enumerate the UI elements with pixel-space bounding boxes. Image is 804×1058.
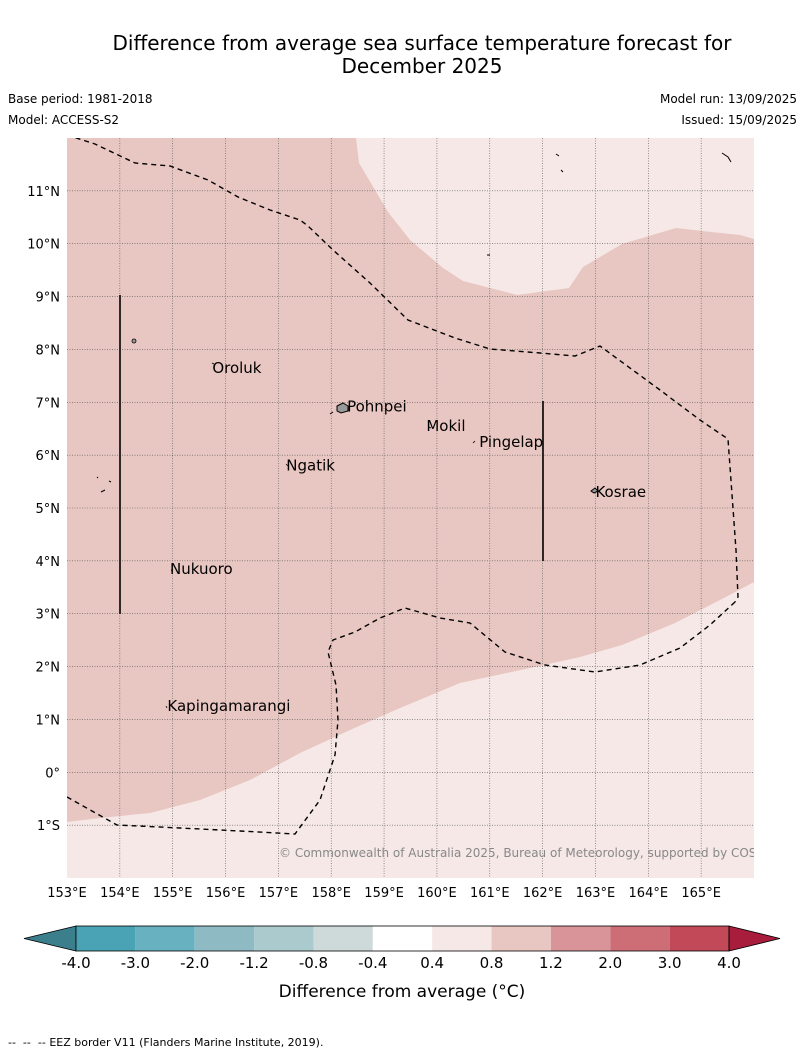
- map-area: Oroluk Pohnpei Mokil Pingelap Ngatik Kosrae Nu…: [67, 138, 784, 878]
- islands: [96, 152, 732, 709]
- lat-tick-label: 4°N: [36, 555, 61, 570]
- place-label: Ngatik: [286, 457, 335, 475]
- lon-tick-label: 159°E: [364, 886, 404, 901]
- lat-tick-label: 8°N: [36, 343, 61, 358]
- colorbar-segment: [669, 926, 729, 951]
- place-labels: Oroluk Pohnpei Mokil Pingelap Ngatik Kosrae Nu…: [167, 359, 646, 715]
- lat-tick-label: 0°: [45, 766, 60, 781]
- place-label: Oroluk: [212, 359, 261, 377]
- kosrae-island: [590, 487, 599, 494]
- lat-tick-label: 2°N: [36, 661, 61, 676]
- place-label: Pingelap: [479, 433, 543, 451]
- colorbar-segment: [135, 926, 195, 951]
- colorbar-tick-label: 1.2: [539, 954, 563, 972]
- colorbar-tick-label: 0.4: [420, 954, 444, 972]
- latitude-labels: 11°N 10°N 9°N 8°N 7°N 6°N 5°N 4°N 3°N 2°N 1°N 0° 1°S: [27, 185, 60, 834]
- map-title: Difference from average sea surface temp…: [0, 32, 804, 78]
- lon-tick-label: 164°E: [629, 886, 669, 901]
- map-title-line2: December 2025: [341, 54, 503, 78]
- colorbar-extend-low: [23, 925, 77, 952]
- lon-tick-label: 156°E: [206, 886, 246, 901]
- colorbar-tick-label: 2.0: [598, 954, 622, 972]
- copyright-text: © Commonwealth of Australia 2025, Bureau…: [279, 846, 784, 860]
- colorbar-tick-label: 4.0: [717, 954, 741, 972]
- lat-tick-label: 6°N: [36, 449, 61, 464]
- colorbar-segment: [372, 926, 433, 951]
- eez-borders: [67, 138, 739, 835]
- place-label: Kapingamarangi: [167, 697, 290, 715]
- lon-tick-label: 161°E: [470, 886, 510, 901]
- map-title-line1: Difference from average sea surface temp…: [112, 31, 732, 55]
- lat-tick-label: 1°N: [36, 713, 61, 728]
- pohnpei-island: [336, 402, 349, 414]
- lon-tick-label: 160°E: [417, 886, 457, 901]
- place-label: Nukuoro: [170, 560, 233, 578]
- eez-border-north: [74, 138, 739, 603]
- colorbar-segment: [194, 926, 255, 951]
- colorbar-tick-label: -0.4: [358, 954, 387, 972]
- colorbar-title: Difference from average (°C): [279, 982, 526, 1002]
- colorbar-segment: [254, 926, 314, 951]
- colorbar-tick-label: 3.0: [658, 954, 682, 972]
- place-label: Kosrae: [595, 483, 646, 501]
- lat-tick-label: 7°N: [36, 396, 61, 411]
- base-period: Base period: 1981-2018: [8, 92, 153, 106]
- lat-tick-label: 5°N: [36, 502, 61, 517]
- colorbar-tick-label: -2.0: [180, 954, 209, 972]
- model-name: Model: ACCESS-S2: [8, 113, 120, 127]
- eez-legend: -- -- -- EEZ border V11 (Flanders Marine…: [8, 1036, 323, 1049]
- colorbar-segment: [550, 926, 611, 951]
- colorbar-tick-label: 0.8: [480, 954, 504, 972]
- lon-tick-label: 154°E: [100, 886, 140, 901]
- colorbar-segment: [610, 926, 670, 951]
- lat-tick-label: 10°N: [27, 238, 60, 253]
- colorbar-segment: [491, 926, 551, 951]
- eez-border-south: [67, 601, 736, 835]
- lon-tick-label: 157°E: [259, 886, 299, 901]
- lat-tick-label: 11°N: [27, 185, 60, 200]
- colorbar-segment: [432, 926, 492, 951]
- lat-tick-label: 1°S: [37, 819, 60, 834]
- colorbar-tick-label: -4.0: [61, 954, 90, 972]
- place-label: Mokil: [426, 417, 465, 435]
- colorbar-segment: [76, 926, 136, 951]
- lon-tick-label: 165°E: [681, 886, 721, 901]
- eez-legend-dash-icon: -- -- --: [8, 1036, 50, 1049]
- issued-date: Issued: 15/09/2025: [681, 113, 797, 127]
- lon-tick-label: 155°E: [153, 886, 193, 901]
- graticule: [67, 138, 754, 878]
- colorbar-tick-label: -0.8: [299, 954, 328, 972]
- model-run: Model run: 13/09/2025: [659, 92, 797, 106]
- colorbar-tick-label: -3.0: [121, 954, 150, 972]
- longitude-labels: 153°E 154°E 155°E 156°E 157°E 158°E 159°E 160°E…: [47, 886, 721, 901]
- eez-legend-text: EEZ border V11 (Flanders Marine Institut…: [49, 1036, 324, 1049]
- lat-tick-label: 3°N: [36, 608, 61, 623]
- lon-tick-label: 153°E: [47, 886, 87, 901]
- colorbar-tick-labels: -4.0 -3.0 -2.0 -1.2 -0.8 -0.4 0.4 0.8 1.2 2.0 3.0 4…: [61, 954, 741, 972]
- lat-tick-label: 9°N: [36, 291, 61, 306]
- lon-tick-label: 162°E: [523, 886, 563, 901]
- colorbar-tick-label: -1.2: [239, 954, 268, 972]
- lon-tick-label: 158°E: [311, 886, 351, 901]
- place-label: Pohnpei: [347, 398, 407, 416]
- colorbar-segment: [313, 926, 373, 951]
- colorbar-frame: [75, 925, 730, 952]
- colorbar: [23, 925, 781, 952]
- colorbar-extend-high: [728, 925, 781, 952]
- anomaly-band-mid: [67, 138, 754, 822]
- lon-tick-label: 163°E: [576, 886, 616, 901]
